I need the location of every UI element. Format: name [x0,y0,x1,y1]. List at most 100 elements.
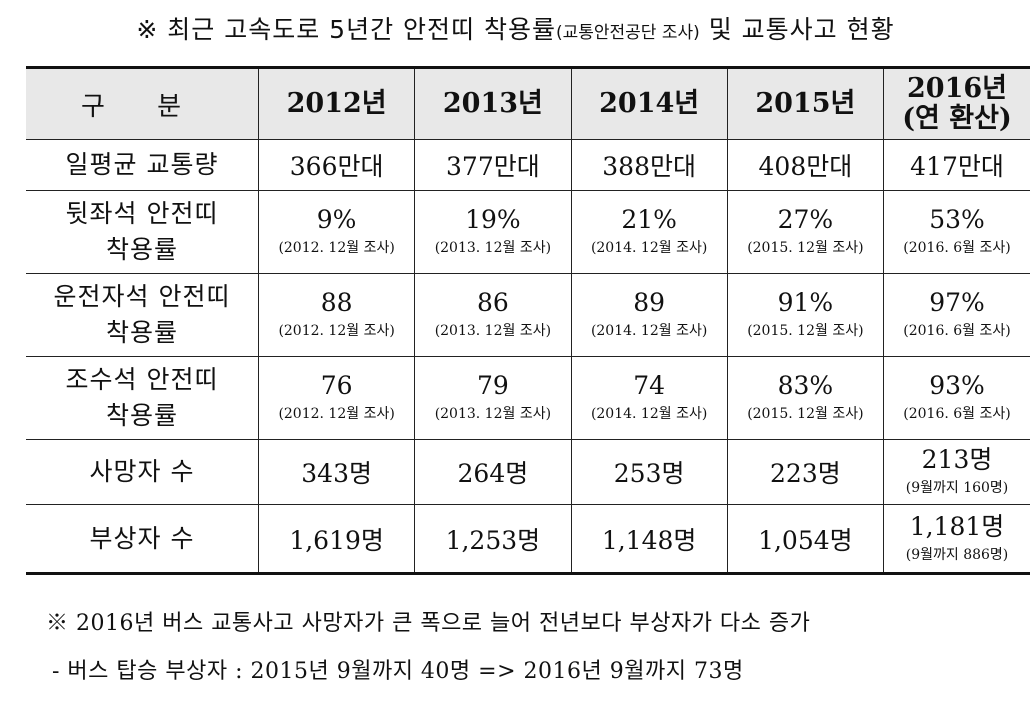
table-cell: 97% (2016. 6월 조사) [883,273,1030,357]
table-cell: 1,181명 (9월까지 886명) [883,504,1030,574]
cell-note: (2015. 12월 조사) [747,323,864,339]
footnote-detail: - 버스 탑승 부상자 : 2015년 9월까지 40명 => 2016년 9월… [52,659,744,684]
row-label-line: 착용률 [105,235,178,264]
table-cell: 1,253명 [414,504,572,574]
table-cell: 74 (2014. 12월 조사) [570,356,728,440]
table-row: 부상자 수 1,619명 1,253명 1,148명 1,054명 1,181명… [26,504,1030,574]
cell-note: (2012. 12월 조사) [278,323,395,339]
header-year-subtext: (연 환산) [902,103,1012,134]
stats-table: 구 분 2012년 2013년 2014년 2015년 2016년 (연 환산) … [26,66,1030,575]
header-year: 2016년 (연 환산) [883,67,1030,140]
cell-value: 83% [777,371,834,400]
cell-value: 89 [633,288,666,317]
table-cell: 76 (2012. 12월 조사) [257,356,416,440]
row-label: 일평균 교통량 [26,139,259,191]
cell-note: (2015. 12월 조사) [747,240,864,256]
cell-note: (2013. 12월 조사) [434,406,552,422]
row-label-line: 운전자석 안전띠 [53,282,231,311]
cell-value: 19% [465,205,521,234]
cell-value: 213명 [921,445,993,474]
row-label-line: 뒷좌석 안전띠 [65,199,219,228]
cell-value: 91% [777,288,834,317]
cell-note: (2016. 6월 조사) [903,406,1011,422]
table-cell: 53% (2016. 6월 조사) [883,190,1030,274]
table-row: 일평균 교통량 366만대 377만대 388만대 408만대 417만대 [26,139,1030,191]
table-cell: 1,148명 [570,504,728,574]
table-cell: 366만대 [257,139,416,191]
header-label: 구 분 [26,67,259,140]
cell-note: (2013. 12월 조사) [434,323,552,339]
header-year: 2013년 [414,67,572,140]
cell-value: 97% [929,288,985,317]
title-source-note: (교통안전공단 조사) [555,23,700,43]
title-main-suffix: 및 교통사고 현황 [699,15,895,44]
cell-value: 53% [929,205,985,234]
table-cell: 88 (2012. 12월 조사) [257,273,416,357]
table-cell: 417만대 [883,139,1030,191]
table-cell: 223명 [726,439,885,505]
cell-value: 79 [476,371,509,400]
table-cell: 91% (2015. 12월 조사) [726,273,885,357]
cell-value: 76 [320,371,353,400]
cell-note: (9월까지 160명) [905,480,1009,496]
table-cell: 1,619명 [257,504,416,574]
table-cell: 86 (2013. 12월 조사) [414,273,572,357]
header-year-text: 2016년 [907,73,1007,104]
table-cell: 343명 [257,439,416,505]
cell-note: (2014. 12월 조사) [590,406,708,422]
cell-note: (2016. 6월 조사) [903,240,1011,256]
cell-note: (2012. 12월 조사) [278,406,395,422]
cell-value: 88 [320,288,353,317]
table-cell: 264명 [414,439,572,505]
table-cell: 253명 [570,439,728,505]
table-cell: 377만대 [414,139,572,191]
header-year-text: 2015년 [755,88,856,119]
table-cell: 1,054명 [726,504,885,574]
cell-note: (2015. 12월 조사) [747,406,864,422]
cell-note: (2014. 12월 조사) [590,323,708,339]
footnote-primary: ※ 2016년 버스 교통사고 사망자가 큰 폭으로 늘어 전년보다 부상자가 … [46,611,811,636]
cell-note: (2013. 12월 조사) [434,240,552,256]
row-label-line: 착용률 [105,401,178,430]
header-year-text: 2014년 [599,88,700,119]
cell-value: 9% [316,205,357,234]
cell-value: 93% [929,371,985,400]
cell-value: 21% [621,205,677,234]
table-cell: 19% (2013. 12월 조사) [414,190,572,274]
header-year: 2014년 [570,67,728,140]
cell-note: (9월까지 886명) [905,546,1009,563]
cell-note: (2016. 6월 조사) [903,323,1011,339]
row-label: 부상자 수 [26,504,259,574]
row-label-line: 조수석 안전띠 [65,365,219,394]
header-year: 2015년 [726,67,885,140]
table-row: 사망자 수 343명 264명 253명 223명 213명 (9월까지 160명… [26,439,1030,505]
table-cell: 93% (2016. 6월 조사) [883,356,1030,440]
cell-note: (2012. 12월 조사) [278,240,395,256]
table-cell: 9% (2012. 12월 조사) [257,190,416,274]
title-main: ※ 최근 고속도로 5년간 안전띠 착용률 [136,15,556,44]
cell-value: 1,181명 [909,511,1005,541]
header-row: 구 분 2012년 2013년 2014년 2015년 2016년 (연 환산) [26,67,1030,140]
header-year-text: 2013년 [442,88,543,119]
table-cell: 388만대 [570,139,728,191]
cell-value: 74 [633,371,666,400]
header-year: 2012년 [257,67,416,140]
row-label-line: 착용률 [105,318,178,347]
document-title: ※ 최근 고속도로 5년간 안전띠 착용률(교통안전공단 조사) 및 교통사고 … [0,10,1031,46]
cell-value: 86 [476,288,509,317]
table-cell: 79 (2013. 12월 조사) [414,356,572,440]
table-cell: 27% (2015. 12월 조사) [726,190,885,274]
header-year-text: 2012년 [286,88,387,119]
table-cell: 408만대 [726,139,885,191]
table-cell: 83% (2015. 12월 조사) [726,356,885,440]
cell-value: 27% [777,205,834,234]
table-cell: 89 (2014. 12월 조사) [570,273,728,357]
table-cell: 21% (2014. 12월 조사) [570,190,728,274]
table-cell: 213명 (9월까지 160명) [883,439,1030,505]
